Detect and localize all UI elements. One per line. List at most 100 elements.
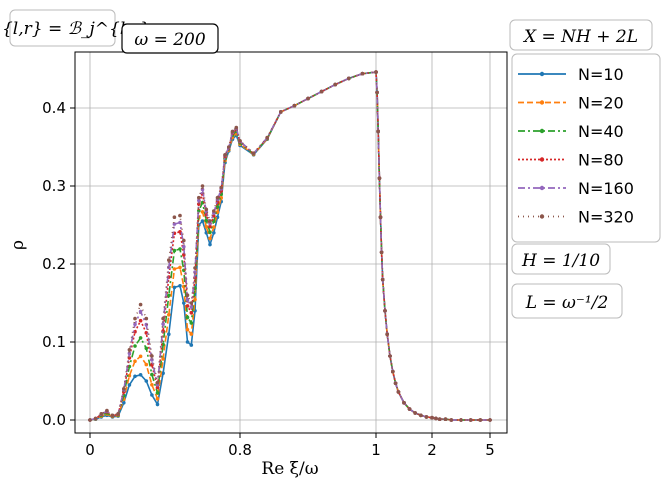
legend-label: N=160 [578,179,634,198]
data-point [234,125,239,130]
series-layer [88,70,492,422]
data-point [185,298,190,302]
series-line-n320 [89,71,490,421]
data-point [212,209,216,213]
data-point [333,82,338,87]
data-point [161,357,165,361]
data-point [383,309,387,313]
data-point [443,417,448,422]
data-point [374,70,378,74]
data-point [227,145,231,149]
data-point [161,371,165,376]
data-point [407,407,412,411]
data-point [150,372,154,377]
svg-text:X = NH + 2L: X = NH + 2L [522,27,638,47]
data-point [265,135,270,140]
data-point [306,96,310,101]
data-point [391,369,395,374]
data-point [251,151,256,155]
data-point [144,346,149,351]
svg-text:L = ω⁻¹/2: L = ω⁻¹/2 [525,293,609,313]
data-point [172,222,177,226]
annotation-boundary: ℬ^{l,r} = ℬ_j^{l,r} [0,9,150,47]
data-point [208,230,212,234]
legend-label: N=40 [578,122,624,141]
data-point [393,381,398,386]
data-point [189,321,194,325]
data-point [449,418,454,422]
data-point [413,411,418,415]
data-point [144,362,149,367]
data-point [468,418,473,422]
data-point [212,225,216,229]
data-point [208,236,212,241]
data-point [110,413,115,418]
svg-text:ω = 200: ω = 200 [134,30,206,50]
data-point [279,110,283,114]
data-point [133,374,137,379]
data-point [200,210,205,214]
data-point [133,359,137,364]
data-point [185,293,190,298]
data-point [93,416,98,421]
x-tick-label: 2 [427,441,437,459]
data-point [197,198,201,203]
data-point [150,393,154,397]
data-point [138,373,143,377]
data-point [360,71,365,76]
legend: N=10 N=20 N=40 N=80 N=160 N=320 [511,53,661,243]
data-point [189,301,194,305]
data-point [178,220,182,225]
x-tick-label: 1 [371,441,381,459]
data-point [378,215,383,219]
y-axis-label: ρ [8,240,28,250]
series-line-n20 [89,71,490,421]
annotation-omega: ω = 200 [121,23,219,54]
legend-marker [539,100,545,105]
plot-frame [74,51,508,434]
data-point [377,176,382,180]
data-point [172,248,177,253]
data-point [172,285,177,290]
data-point [189,332,194,336]
x-tick-label: 5 [485,441,495,459]
data-point [197,195,201,200]
data-point [478,418,483,422]
data-point [88,418,92,422]
y-tick-label: 0.3 [42,177,66,195]
data-point [292,103,297,108]
data-point [219,185,223,190]
data-point [182,244,186,249]
grid-layer [75,52,507,433]
data-point [155,380,160,385]
legend-marker [539,214,545,219]
data-point [189,310,194,315]
data-point [208,219,212,223]
svg-text:H = 1/10: H = 1/10 [521,251,600,271]
data-point [424,415,429,419]
data-point [150,354,154,358]
data-point [167,332,171,337]
data-point [161,322,165,326]
data-point [167,313,171,317]
data-point [178,284,182,288]
data-point [204,207,209,212]
data-point [161,316,165,321]
legend-label: N=10 [578,65,624,84]
data-point [376,129,381,134]
data-point [155,396,160,401]
y-tick-label: 0.2 [42,255,66,273]
series-line-n80 [89,71,490,421]
data-point [189,343,194,347]
legend-marker [539,71,545,77]
data-point [185,315,190,320]
data-point [204,218,209,223]
data-point [167,258,171,262]
data-point [430,415,434,420]
data-point [402,401,406,405]
data-point [488,418,492,422]
data-point [99,412,104,416]
legend-marker [539,157,545,162]
data-point [172,267,177,271]
